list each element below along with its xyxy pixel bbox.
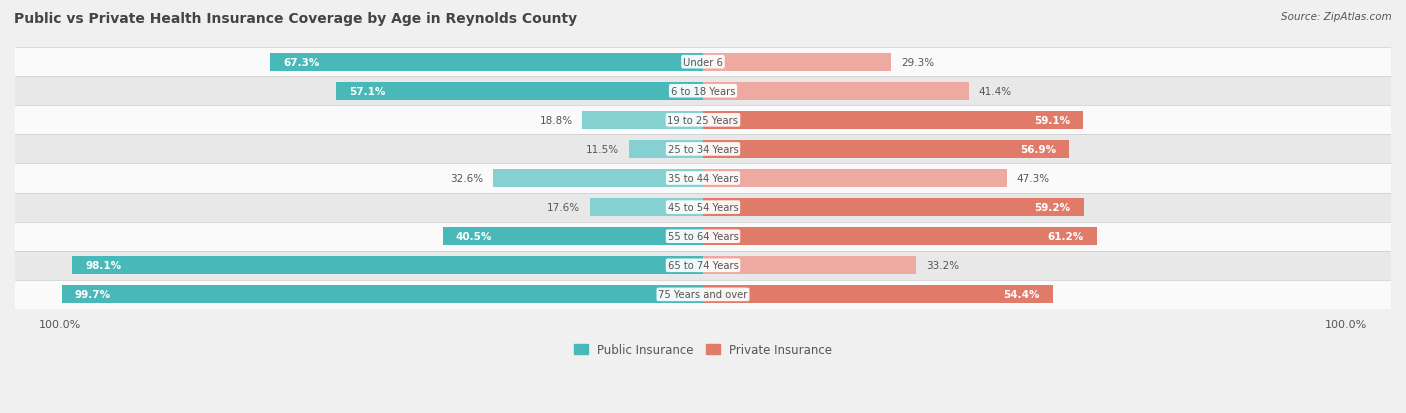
- Bar: [703, 256, 917, 275]
- Text: 17.6%: 17.6%: [547, 203, 581, 213]
- Text: 99.7%: 99.7%: [75, 290, 111, 300]
- Bar: [703, 54, 891, 71]
- Bar: [703, 140, 1069, 159]
- Bar: [703, 228, 1097, 246]
- Text: 18.8%: 18.8%: [540, 116, 572, 126]
- Bar: [591, 199, 703, 216]
- Bar: [703, 286, 1053, 304]
- Text: 61.2%: 61.2%: [1047, 232, 1084, 242]
- Bar: [582, 112, 703, 130]
- Text: 54.4%: 54.4%: [1004, 290, 1040, 300]
- Bar: [443, 228, 703, 246]
- Bar: [336, 83, 703, 100]
- Bar: [703, 112, 1083, 130]
- Bar: [15, 48, 1391, 77]
- Text: 35 to 44 Years: 35 to 44 Years: [668, 173, 738, 184]
- Text: 6 to 18 Years: 6 to 18 Years: [671, 87, 735, 97]
- Text: 75 Years and over: 75 Years and over: [658, 290, 748, 300]
- Text: 65 to 74 Years: 65 to 74 Years: [668, 261, 738, 271]
- Bar: [494, 170, 703, 188]
- Bar: [15, 251, 1391, 280]
- Bar: [270, 54, 703, 71]
- Bar: [62, 286, 703, 304]
- Text: 41.4%: 41.4%: [979, 87, 1012, 97]
- Bar: [15, 135, 1391, 164]
- Text: 40.5%: 40.5%: [456, 232, 492, 242]
- Text: 33.2%: 33.2%: [927, 261, 959, 271]
- Text: 25 to 34 Years: 25 to 34 Years: [668, 145, 738, 154]
- Text: 59.2%: 59.2%: [1035, 203, 1071, 213]
- Bar: [15, 106, 1391, 135]
- Text: 29.3%: 29.3%: [901, 57, 934, 67]
- Bar: [703, 199, 1084, 216]
- Bar: [15, 222, 1391, 251]
- Text: 45 to 54 Years: 45 to 54 Years: [668, 203, 738, 213]
- Text: 57.1%: 57.1%: [349, 87, 385, 97]
- Bar: [15, 193, 1391, 222]
- Text: 47.3%: 47.3%: [1017, 173, 1050, 184]
- Bar: [628, 140, 703, 159]
- Legend: Public Insurance, Private Insurance: Public Insurance, Private Insurance: [569, 338, 837, 361]
- Bar: [703, 170, 1007, 188]
- Text: Public vs Private Health Insurance Coverage by Age in Reynolds County: Public vs Private Health Insurance Cover…: [14, 12, 578, 26]
- Text: 98.1%: 98.1%: [86, 261, 121, 271]
- Text: 32.6%: 32.6%: [450, 173, 484, 184]
- Text: 56.9%: 56.9%: [1019, 145, 1056, 154]
- Text: 55 to 64 Years: 55 to 64 Years: [668, 232, 738, 242]
- Text: 19 to 25 Years: 19 to 25 Years: [668, 116, 738, 126]
- Text: 67.3%: 67.3%: [283, 57, 319, 67]
- Text: Under 6: Under 6: [683, 57, 723, 67]
- Text: Source: ZipAtlas.com: Source: ZipAtlas.com: [1281, 12, 1392, 22]
- Bar: [15, 280, 1391, 309]
- Bar: [15, 164, 1391, 193]
- Text: 59.1%: 59.1%: [1033, 116, 1070, 126]
- Bar: [72, 256, 703, 275]
- Text: 11.5%: 11.5%: [586, 145, 620, 154]
- Bar: [703, 83, 969, 100]
- Bar: [15, 77, 1391, 106]
